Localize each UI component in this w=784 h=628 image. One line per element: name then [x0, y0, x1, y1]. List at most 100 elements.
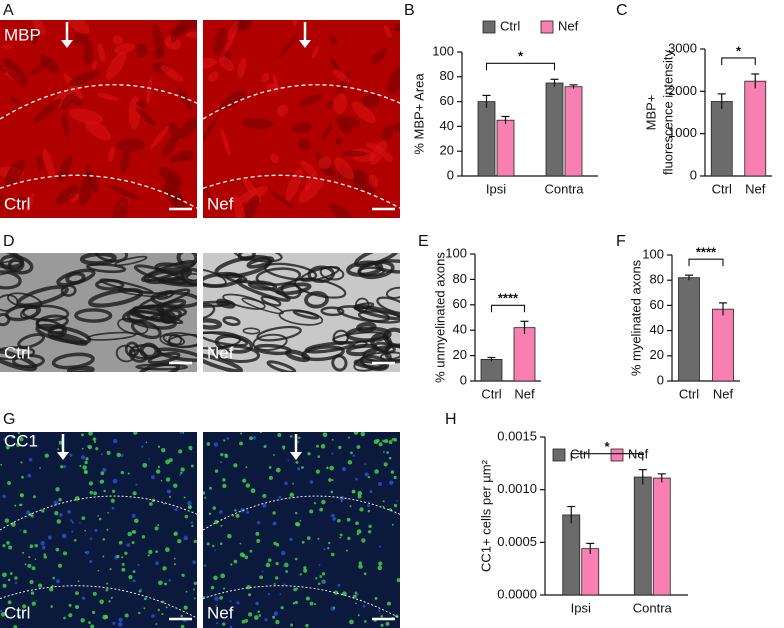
texture [303, 566, 307, 570]
texture [85, 120, 111, 141]
boundary [0, 174, 197, 209]
texture [213, 575, 218, 581]
texture [41, 509, 45, 513]
texture [382, 439, 385, 443]
texture [387, 67, 400, 95]
texture [97, 569, 100, 572]
texture [130, 319, 162, 340]
texture [0, 260, 23, 277]
texture [367, 530, 372, 534]
texture [329, 57, 340, 71]
texture [353, 432, 359, 435]
texture [135, 43, 148, 58]
texture [168, 495, 171, 498]
texture [2, 494, 6, 499]
x-tick-label: Contra [633, 600, 673, 615]
texture [335, 116, 361, 128]
texture [239, 542, 242, 545]
panel-letter: H [445, 411, 457, 428]
image-background [203, 432, 400, 628]
texture [214, 469, 219, 473]
texture [59, 513, 63, 517]
texture [295, 522, 301, 527]
texture [249, 436, 253, 441]
texture [14, 576, 18, 580]
texture [219, 596, 223, 600]
texture [233, 253, 283, 263]
texture [91, 60, 98, 70]
texture [164, 547, 170, 553]
texture [55, 487, 60, 492]
texture [292, 309, 320, 320]
texture [6, 541, 10, 545]
texture [214, 334, 254, 354]
texture [203, 57, 217, 70]
texture [295, 460, 299, 464]
texture [131, 530, 135, 534]
texture [390, 470, 395, 474]
legend-label: Nef [558, 18, 579, 33]
texture [81, 596, 86, 600]
micrographs [0, 20, 400, 628]
texture [252, 333, 288, 352]
texture [393, 437, 398, 442]
texture [379, 545, 382, 548]
texture [295, 587, 299, 590]
texture [66, 365, 95, 372]
texture [389, 480, 394, 485]
legend-swatch [610, 448, 624, 462]
texture [48, 587, 54, 592]
y-axis-label: MBP+ [643, 95, 658, 131]
texture [299, 573, 302, 576]
y-tick-label: 1000 [668, 125, 697, 140]
texture [373, 341, 396, 354]
texture [162, 566, 167, 571]
significance-label: * [604, 439, 610, 454]
texture [356, 177, 366, 188]
texture [114, 43, 135, 55]
texture [362, 604, 366, 608]
texture [213, 27, 227, 56]
texture [239, 441, 243, 446]
texture [268, 466, 272, 469]
texture [301, 540, 305, 544]
texture [116, 554, 120, 559]
arrow-head [61, 40, 73, 48]
texture [138, 611, 141, 615]
texture [74, 604, 80, 610]
texture [321, 580, 325, 584]
texture [294, 511, 298, 515]
significance-label: * [518, 49, 524, 64]
boundary [203, 585, 400, 619]
texture [31, 601, 36, 606]
texture [245, 466, 248, 469]
texture [335, 137, 343, 146]
texture [352, 594, 357, 599]
texture [110, 498, 115, 503]
texture [75, 591, 79, 596]
texture [262, 503, 267, 508]
texture [329, 203, 355, 218]
texture [388, 456, 392, 460]
texture [190, 521, 194, 524]
texture [330, 490, 334, 494]
texture [349, 505, 352, 508]
texture [206, 442, 211, 446]
texture [351, 489, 356, 494]
panel-letter: A [3, 2, 14, 19]
texture [345, 549, 348, 552]
y-tick-label: 80 [650, 272, 664, 287]
arrow-head [299, 40, 311, 48]
texture [19, 529, 22, 532]
panel-letter: E [418, 233, 429, 250]
texture [227, 20, 240, 41]
texture [178, 86, 193, 112]
texture [297, 436, 301, 440]
texture [204, 496, 207, 499]
texture [292, 122, 313, 133]
texture [168, 458, 173, 463]
texture [223, 587, 226, 590]
texture [116, 138, 146, 152]
texture [105, 51, 127, 81]
texture [161, 600, 165, 604]
